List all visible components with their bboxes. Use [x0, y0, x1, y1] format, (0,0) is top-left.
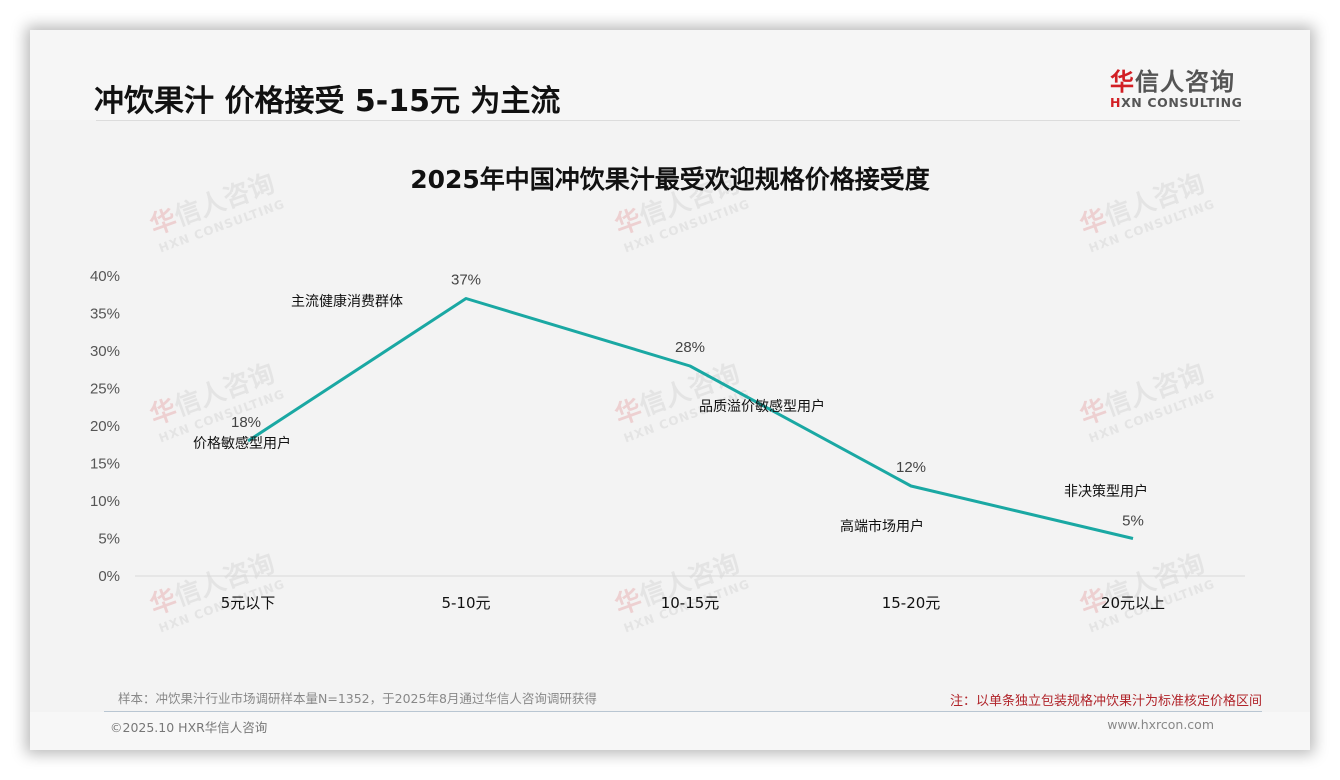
logo-en-accent: H — [1110, 95, 1122, 110]
segment-annotation: 价格敏感型用户 — [193, 435, 291, 452]
footer-band — [30, 712, 1310, 750]
y-tick-label: 20% — [90, 418, 120, 435]
y-tick-label: 5% — [98, 531, 120, 548]
logo-text: 信人咨询 — [1135, 68, 1235, 96]
y-tick-label: 15% — [90, 456, 120, 473]
y-tick-label: 10% — [90, 493, 120, 510]
logo-english: HXN CONSULTING — [1110, 95, 1242, 110]
y-axis: 0% 5% 10% 15% 20% 25% 30% 35% 40% — [90, 268, 120, 585]
data-label: 5% — [1122, 513, 1144, 530]
x-tick-label: 5元以下 — [221, 594, 276, 612]
chart-title: 2025年中国冲饮果汁最受欢迎规格价格接受度 — [410, 165, 930, 194]
data-labels: 18% 37% 28% 12% 5% — [231, 272, 1144, 530]
y-tick-label: 0% — [98, 568, 120, 585]
x-tick-label: 20元以上 — [1101, 594, 1165, 612]
title-divider — [96, 120, 1240, 121]
page-title: 冲饮果汁 价格接受 5-15元 为主流 — [94, 84, 561, 119]
data-label: 12% — [896, 459, 926, 476]
logo-chinese: 华信人咨询 — [1110, 62, 1242, 97]
logo-accent-char: 华 — [1110, 68, 1135, 96]
y-tick-label: 30% — [90, 343, 120, 360]
y-tick-label: 35% — [90, 306, 120, 323]
footer-divider — [104, 711, 1262, 712]
header-band — [30, 30, 1310, 120]
website-url: www.hxrcon.com — [1107, 717, 1214, 732]
line-chart: 0% 5% 10% 15% 20% 25% 30% 35% 40% 5元以下 5-10元 10-15… — [90, 268, 1245, 612]
y-tick-label: 25% — [90, 381, 120, 398]
segment-annotation: 品质溢价敏感型用户 — [699, 398, 825, 415]
copyright: ©2025.10 HXR华信人咨询 — [110, 720, 268, 735]
segment-annotation: 高端市场用户 — [840, 518, 924, 535]
brand-logo: 华信人咨询 HXN CONSULTING — [1110, 62, 1242, 110]
segment-annotation: 非决策型用户 — [1064, 483, 1148, 500]
data-label: 18% — [231, 414, 261, 431]
data-label: 37% — [451, 272, 481, 289]
logo-en-text: XN CONSULTING — [1121, 95, 1243, 110]
series-line — [247, 297, 1134, 540]
x-tick-label: 5-10元 — [441, 594, 490, 612]
segment-annotation: 主流健康消费群体 — [291, 293, 403, 310]
y-tick-label: 40% — [90, 268, 120, 285]
x-tick-label: 15-20元 — [882, 594, 941, 612]
data-label: 28% — [675, 339, 705, 356]
sample-note: 样本：冲饮果汁行业市场调研样本量N=1352，于2025年8月通过华信人咨询调研… — [118, 691, 597, 706]
x-tick-label: 10-15元 — [661, 594, 720, 612]
slide: 冲饮果汁 价格接受 5-15元 为主流 华信人咨询 HXN CONSULTING… — [30, 30, 1310, 750]
x-axis: 5元以下 5-10元 10-15元 15-20元 20元以上 — [221, 594, 1165, 612]
price-note: 注：以单条独立包装规格冲饮果汁为标准核定价格区间 — [949, 694, 1262, 709]
